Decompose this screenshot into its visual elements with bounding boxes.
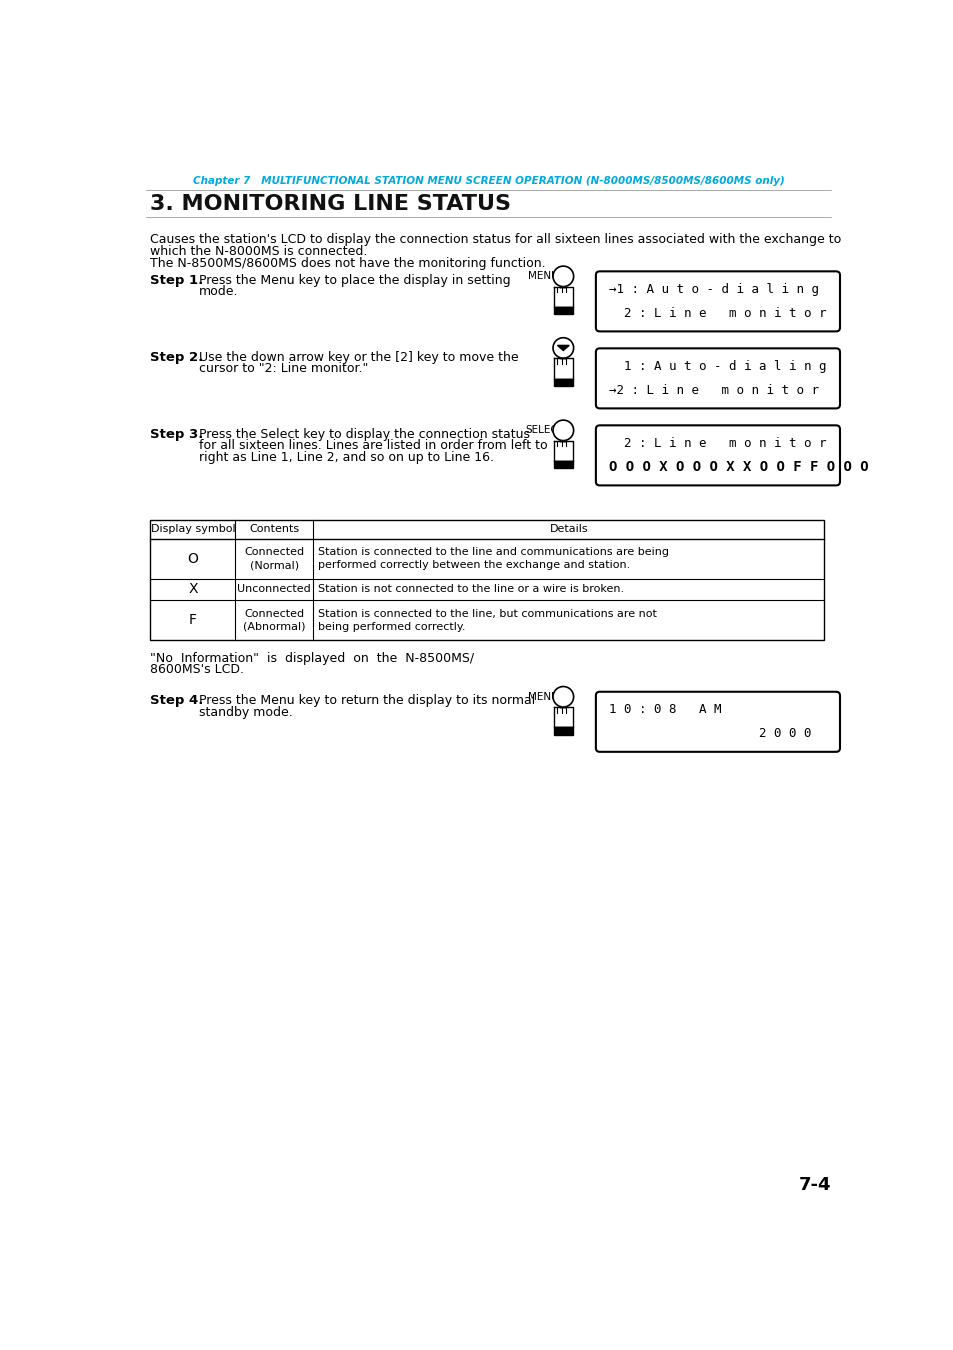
Text: 3. MONITORING LINE STATUS: 3. MONITORING LINE STATUS: [150, 194, 511, 215]
Text: "No  Information"  is  displayed  on  the  N-8500MS/: "No Information" is displayed on the N-8…: [150, 652, 474, 664]
Text: 2 : L i n e   m o n i t o r: 2 : L i n e m o n i t o r: [608, 306, 825, 320]
Text: mode.: mode.: [199, 285, 238, 298]
Text: Chapter 7   MULTIFUNCTIONAL STATION MENU SCREEN OPERATION (N-8000MS/8500MS/8600M: Chapter 7 MULTIFUNCTIONAL STATION MENU S…: [193, 177, 784, 186]
Circle shape: [553, 687, 573, 707]
Bar: [553, 462, 573, 468]
Text: O: O: [187, 552, 198, 566]
Text: 8600MS's LCD.: 8600MS's LCD.: [150, 663, 244, 676]
Circle shape: [553, 266, 573, 286]
Text: right as Line 1, Line 2, and so on up to Line 16.: right as Line 1, Line 2, and so on up to…: [199, 451, 494, 464]
Polygon shape: [553, 707, 573, 728]
Text: Unconnected: Unconnected: [237, 585, 311, 594]
Polygon shape: [553, 358, 573, 379]
Text: for all sixteen lines. Lines are listed in order from left to: for all sixteen lines. Lines are listed …: [199, 439, 547, 452]
Bar: [150, 520, 823, 640]
FancyBboxPatch shape: [596, 271, 840, 331]
Text: Contents: Contents: [249, 524, 299, 535]
Text: The N-8500MS/8600MS does not have the monitoring function.: The N-8500MS/8600MS does not have the mo…: [150, 258, 545, 270]
Text: O O O X O O O X X O O F F O O O: O O O X O O O X X O O F F O O O: [608, 460, 868, 474]
Text: →2 : L i n e   m o n i t o r: →2 : L i n e m o n i t o r: [608, 383, 819, 397]
Text: Press the Menu key to place the display in setting: Press the Menu key to place the display …: [199, 274, 510, 286]
Text: Use the down arrow key or the [2] key to move the: Use the down arrow key or the [2] key to…: [199, 351, 518, 363]
Polygon shape: [553, 440, 573, 462]
Text: Station is not connected to the line or a wire is broken.: Station is not connected to the line or …: [318, 585, 624, 594]
Text: Step 1.: Step 1.: [150, 274, 203, 286]
Text: X: X: [188, 582, 197, 597]
Text: standby mode.: standby mode.: [199, 706, 293, 718]
Text: Press the Menu key to return the display to its normal: Press the Menu key to return the display…: [199, 694, 535, 707]
Text: MENU: MENU: [527, 691, 558, 702]
Bar: [553, 306, 573, 315]
FancyBboxPatch shape: [596, 425, 840, 486]
Circle shape: [553, 338, 573, 358]
Text: Step 2.: Step 2.: [150, 351, 203, 363]
FancyBboxPatch shape: [596, 691, 840, 752]
Text: Details: Details: [549, 524, 587, 535]
Text: →1 : A u t o - d i a l i n g: →1 : A u t o - d i a l i n g: [608, 284, 819, 296]
FancyBboxPatch shape: [596, 348, 840, 409]
Text: 1 : A u t o - d i a l i n g: 1 : A u t o - d i a l i n g: [608, 360, 825, 373]
Text: Connected
(Abnormal): Connected (Abnormal): [243, 609, 305, 632]
Text: 2 : L i n e   m o n i t o r: 2 : L i n e m o n i t o r: [608, 437, 825, 450]
Text: 7-4: 7-4: [798, 1176, 831, 1193]
Text: 2 0 0 0: 2 0 0 0: [608, 728, 811, 740]
Text: MENU: MENU: [527, 271, 558, 281]
Text: Step 3.: Step 3.: [150, 428, 203, 440]
Text: Connected
(Normal): Connected (Normal): [244, 547, 304, 570]
Text: Press the Select key to display the connection status: Press the Select key to display the conn…: [199, 428, 530, 440]
Text: which the N-8000MS is connected.: which the N-8000MS is connected.: [150, 246, 367, 258]
Text: F: F: [189, 613, 196, 628]
Text: Station is connected to the line and communications are being
performed correctl: Station is connected to the line and com…: [318, 547, 669, 570]
Polygon shape: [557, 346, 569, 351]
Text: Causes the station's LCD to display the connection status for all sixteen lines : Causes the station's LCD to display the …: [150, 232, 841, 246]
Text: Step 4.: Step 4.: [150, 694, 203, 707]
Text: Display symbol: Display symbol: [151, 524, 235, 535]
Text: Station is connected to the line, but communications are not
being performed cor: Station is connected to the line, but co…: [318, 609, 657, 632]
Circle shape: [553, 420, 573, 440]
Polygon shape: [553, 286, 573, 306]
Text: SELECT: SELECT: [525, 425, 564, 435]
Bar: [553, 728, 573, 734]
Text: 1 0 : 0 8   A M: 1 0 : 0 8 A M: [608, 703, 720, 717]
Bar: [553, 379, 573, 386]
Text: cursor to "2: Line monitor.": cursor to "2: Line monitor.": [199, 362, 368, 375]
